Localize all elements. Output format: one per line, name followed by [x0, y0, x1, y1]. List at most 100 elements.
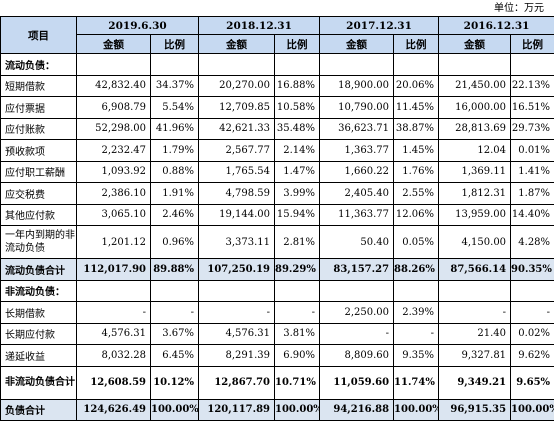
table-row: 应付票据 6,908.79 5.54% 12,709.85 10.58% 10,790.0… [0, 96, 554, 119]
amount-cell [76, 53, 151, 76]
amount-cell: 8,809.60 [319, 344, 395, 367]
amount-cell: 4,576.31 [198, 322, 276, 345]
ratio-cell [149, 53, 200, 76]
ratio-cell: 100.00% [393, 398, 440, 421]
row-label: 负债合计 [0, 398, 77, 421]
ratio-cell: 0.01% [510, 139, 554, 162]
ratio-cell [274, 53, 321, 76]
amount-cell: 10,790.00 [319, 96, 395, 119]
amount-cell: 9,327.81 [438, 344, 512, 367]
ratio-cell: 0.96% [149, 225, 200, 259]
ratio-cell: 1.87% [510, 182, 554, 205]
unit-label: 单位：万元 [494, 3, 544, 14]
amount-cell: 8,291.39 [198, 344, 276, 367]
amount-cell: 124,626.49 [76, 398, 151, 421]
ratio-cell: 2.55% [393, 182, 440, 205]
table-row: 应付账款 52,298.00 41.96% 42,621.33 35.48% 36,623… [0, 117, 554, 140]
ratio-cell: 2.14% [274, 139, 321, 162]
ratio-cell: - [149, 301, 200, 324]
amount-cell: 12,608.59 [76, 365, 151, 400]
amount-cell: 11,363.77 [319, 203, 395, 226]
row-label: 长期借款 [0, 301, 77, 324]
ratio-cell: 3.67% [149, 322, 200, 345]
amount-cell: 18,900.00 [319, 74, 395, 97]
amount-cell: 1,369.11 [438, 160, 512, 183]
amount-cell: 6,908.79 [76, 96, 151, 119]
header-ratio: 比例 [393, 34, 440, 54]
ratio-cell [510, 53, 554, 76]
amount-cell: 2,386.10 [76, 182, 151, 205]
amount-cell: 4,576.31 [76, 322, 151, 345]
table-body: 流动负债： 短期借款 42,832.40 34.37% 20,270.00 16.88% 1… [0, 53, 554, 421]
ratio-cell: 1.91% [149, 182, 200, 205]
ratio-cell [510, 279, 554, 302]
ratio-cell: 1.76% [393, 160, 440, 183]
amount-cell: 2,232.47 [76, 139, 151, 162]
ratio-cell: 6.45% [149, 344, 200, 367]
row-label: 一年内到期的非流动负债 [0, 225, 77, 259]
ratio-cell: 3.81% [274, 322, 321, 345]
amount-cell [438, 279, 512, 302]
table-row: 负债合计 124,626.49 100.00% 120,117.89 100.00% 94… [0, 398, 554, 421]
amount-cell: 4,798.59 [198, 182, 276, 205]
amount-cell: 1,765.54 [198, 160, 276, 183]
ratio-cell: 0.88% [149, 160, 200, 183]
ratio-cell [149, 279, 200, 302]
table-row: 应付职工薪酬 1,093.92 0.88% 1,765.54 1.47% 1,660.22… [0, 160, 554, 183]
amount-cell: 1,812.31 [438, 182, 512, 205]
amount-cell: 94,216.88 [319, 398, 395, 421]
amount-cell: 20,270.00 [198, 74, 276, 97]
ratio-cell [274, 279, 321, 302]
amount-cell: 21,450.00 [438, 74, 512, 97]
ratio-cell: 100.00% [149, 398, 200, 421]
amount-cell: 52,298.00 [76, 117, 151, 140]
row-label: 应付账款 [0, 117, 77, 140]
amount-cell: 1,093.92 [76, 160, 151, 183]
amount-cell: 1,363.77 [319, 139, 395, 162]
amount-cell: 3,373.11 [198, 225, 276, 259]
ratio-cell: 14.40% [510, 203, 554, 226]
amount-cell: 2,250.00 [319, 301, 395, 324]
table-row: 预收款项 2,232.47 1.79% 2,567.77 2.14% 1,363.77 1.… [0, 139, 554, 162]
amount-cell: 42,832.40 [76, 74, 151, 97]
ratio-cell: 9.35% [393, 344, 440, 367]
amount-cell: - [438, 301, 512, 324]
amount-cell: 13,959.00 [438, 203, 512, 226]
header-amount: 金额 [76, 34, 151, 54]
row-label: 流动负债合计 [0, 258, 77, 281]
amount-cell [198, 53, 276, 76]
table-row: 长期应付款 4,576.31 3.67% 4,576.31 3.81% - -21.40 0.… [0, 322, 554, 345]
ratio-cell: 100.00% [510, 398, 554, 421]
amount-cell: 96,915.35 [438, 398, 512, 421]
amount-cell: 12.04 [438, 139, 512, 162]
amount-cell [198, 279, 276, 302]
header-ratio: 比例 [510, 34, 554, 54]
ratio-cell: 16.51% [510, 96, 554, 119]
liabilities-table: 项目 2019.6.30 2018.12.31 2017.12.31 2016.… [0, 16, 554, 421]
row-label: 应付票据 [0, 96, 77, 119]
ratio-cell: 15.94% [274, 203, 321, 226]
ratio-cell: - [274, 301, 321, 324]
ratio-cell: 38.87% [393, 117, 440, 140]
row-label: 非流动负债合计 [0, 365, 77, 400]
header-ratio: 比例 [274, 34, 321, 54]
amount-cell: 50.40 [319, 225, 395, 259]
amount-cell: 1,660.22 [319, 160, 395, 183]
amount-cell: 11,059.60 [319, 365, 395, 400]
ratio-cell [393, 53, 440, 76]
ratio-cell [393, 279, 440, 302]
ratio-cell: 1.79% [149, 139, 200, 162]
amount-cell: 12,867.70 [198, 365, 276, 400]
table-row: 流动负债： [0, 53, 554, 76]
row-label: 递延收益 [0, 344, 77, 367]
row-label: 长期应付款 [0, 322, 77, 345]
amount-cell: 8,032.28 [76, 344, 151, 367]
header-amount: 金额 [319, 34, 395, 54]
amount-cell: 12,709.85 [198, 96, 276, 119]
ratio-cell: 6.90% [274, 344, 321, 367]
ratio-cell: 20.06% [393, 74, 440, 97]
table-row: 短期借款 42,832.40 34.37% 20,270.00 16.88% 18,900… [0, 74, 554, 97]
ratio-cell: 0.02% [510, 322, 554, 345]
ratio-cell: 11.74% [393, 365, 440, 400]
header-period: 2016.12.31 [438, 16, 554, 35]
